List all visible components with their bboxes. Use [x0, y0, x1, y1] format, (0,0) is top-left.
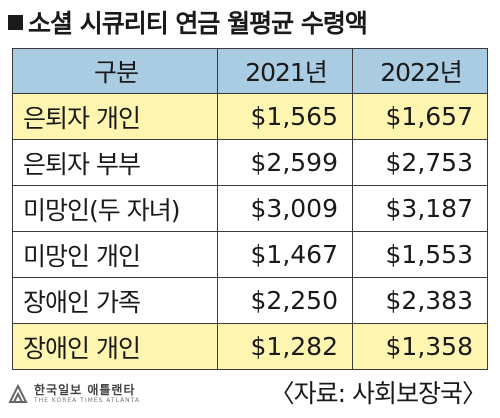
- value-2022: $1,553: [352, 231, 488, 278]
- column-header: 2022년: [352, 48, 488, 94]
- table-row: 장애인 가족 $2,250 $2,383: [12, 277, 488, 324]
- table-body: 은퇴자 개인 $1,565 $1,657 은퇴자 부부 $2,599 $2,753 미망인(…: [12, 93, 488, 370]
- column-header: 2021년: [217, 48, 353, 94]
- logo-subtitle: THE KOREA TIMES ATLANTA: [34, 397, 140, 404]
- table-row: 은퇴자 개인 $1,565 $1,657: [12, 93, 488, 140]
- column-header: 구분: [12, 48, 218, 94]
- row-category: 미망인 개인: [12, 231, 218, 278]
- value-2022: $1,358: [352, 323, 488, 370]
- value-2022: $2,383: [352, 277, 488, 324]
- row-category: 미망인(두 자녀): [12, 185, 218, 232]
- table-row: 미망인(두 자녀) $3,009 $3,187: [12, 185, 488, 232]
- row-category: 장애인 가족: [12, 277, 218, 324]
- value-2022: $2,753: [352, 139, 488, 186]
- value-2021: $2,250: [217, 277, 353, 324]
- logo-name: 한국일보 애틀랜타: [34, 383, 136, 397]
- chart-title: 소셜 시큐리티 연금 월평균 수령액: [8, 4, 368, 40]
- chart-title-text: 소셜 시큐리티 연금 월평균 수령액: [28, 9, 368, 38]
- table-row: 미망인 개인 $1,467 $1,553: [12, 231, 488, 278]
- data-table: 구분 2021년 2022년 은퇴자 개인 $1,565 $1,657 은퇴자 부부 $…: [12, 48, 488, 370]
- row-category: 은퇴자 부부: [12, 139, 218, 186]
- row-category: 장애인 개인: [12, 323, 218, 370]
- value-2021: $1,282: [217, 323, 353, 370]
- value-2021: $1,565: [217, 93, 353, 140]
- source-note: 〈자료: 사회보장국〉: [269, 379, 487, 408]
- publisher-logo: 한국일보 애틀랜타 THE KOREA TIMES ATLANTA: [8, 384, 140, 404]
- table-row: 장애인 개인 $1,282 $1,358: [12, 323, 488, 370]
- row-category: 은퇴자 개인: [12, 93, 218, 140]
- value-2022: $1,657: [352, 93, 488, 140]
- value-2021: $1,467: [217, 231, 353, 278]
- newspaper-logo-icon: [8, 384, 28, 403]
- value-2021: $2,599: [217, 139, 353, 186]
- square-bullet-icon: [8, 15, 23, 30]
- value-2022: $3,187: [352, 185, 488, 232]
- table-row: 은퇴자 부부 $2,599 $2,753: [12, 139, 488, 186]
- value-2021: $3,009: [217, 185, 353, 232]
- table-header-row: 구분 2021년 2022년: [12, 48, 488, 94]
